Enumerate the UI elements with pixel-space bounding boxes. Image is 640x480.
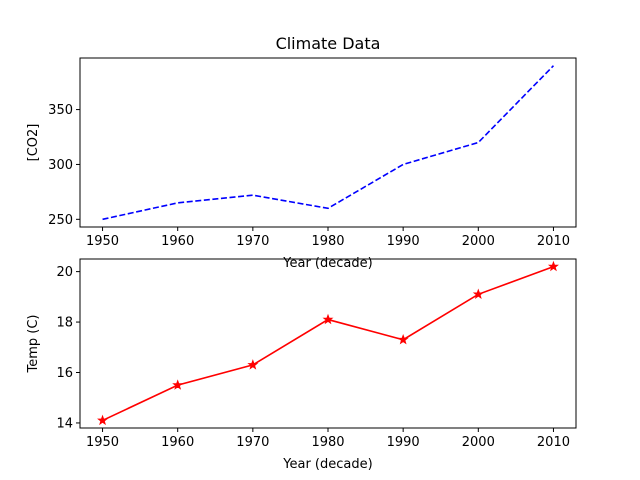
y-tick-label: 16	[56, 366, 73, 381]
temp-subplot: 1950 1960 1970 1980 1990 2000 2010 14 16 18 20 Yea…	[26, 258, 577, 472]
y-tick-label: 350	[48, 103, 73, 118]
data-point-marker	[172, 379, 184, 390]
data-point-marker	[97, 414, 109, 426]
x-tick-label: 2010	[537, 435, 570, 450]
y-tick-label: 250	[48, 213, 73, 228]
y-tick-label: 14	[56, 416, 73, 431]
temp-y-axis-label: Temp (C)	[26, 315, 41, 374]
x-tick-label: 1960	[161, 234, 194, 249]
temp-plot-area	[97, 260, 559, 426]
data-point-marker	[397, 333, 409, 345]
co2-x-axis-label: Year (decade)	[282, 256, 372, 271]
x-tick-label: 1970	[236, 234, 269, 249]
x-tick-label: 1980	[311, 234, 344, 249]
data-point-marker	[472, 288, 484, 299]
y-tick-label: 18	[56, 316, 73, 331]
series-line	[102, 65, 555, 221]
data-point-marker	[247, 359, 259, 370]
co2-ticks: 1950 1960 1970 1980 1990 2000 2010 250 300 350	[48, 103, 570, 249]
y-tick-label: 20	[56, 265, 73, 280]
data-point-marker	[547, 260, 559, 272]
x-tick-label: 1960	[161, 435, 194, 450]
x-tick-label: 2000	[462, 435, 495, 450]
co2-plot-area	[102, 65, 555, 221]
x-tick-label: 2000	[462, 234, 495, 249]
co2-subplot: Climate Data 1950 1960 1970 1980 1990 2000 201…	[26, 34, 577, 271]
co2-axes-frame	[79, 57, 577, 228]
x-tick-label: 2010	[537, 234, 570, 249]
x-tick-label: 1950	[86, 435, 119, 450]
x-tick-label: 1950	[86, 234, 119, 249]
x-tick-label: 1970	[236, 435, 269, 450]
co2-y-axis-label: [CO2]	[26, 124, 41, 162]
x-tick-label: 1980	[311, 435, 344, 450]
data-point-marker	[322, 313, 334, 325]
temp-ticks: 1950 1960 1970 1980 1990 2000 2010 14 16 18 20	[56, 265, 570, 450]
temp-x-axis-label: Year (decade)	[282, 457, 372, 472]
x-tick-label: 1990	[387, 234, 420, 249]
temp-axes-frame	[79, 258, 577, 429]
chart-title: Climate Data	[276, 34, 381, 53]
x-tick-label: 1990	[387, 435, 420, 450]
y-tick-label: 300	[48, 158, 73, 173]
